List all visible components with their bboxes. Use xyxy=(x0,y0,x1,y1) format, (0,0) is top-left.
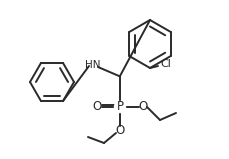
Text: O: O xyxy=(115,124,124,136)
Text: P: P xyxy=(116,100,123,114)
Text: HN: HN xyxy=(85,60,100,70)
Text: O: O xyxy=(138,100,147,114)
Text: Cl: Cl xyxy=(160,59,171,69)
Circle shape xyxy=(114,101,125,113)
Text: O: O xyxy=(92,100,101,113)
